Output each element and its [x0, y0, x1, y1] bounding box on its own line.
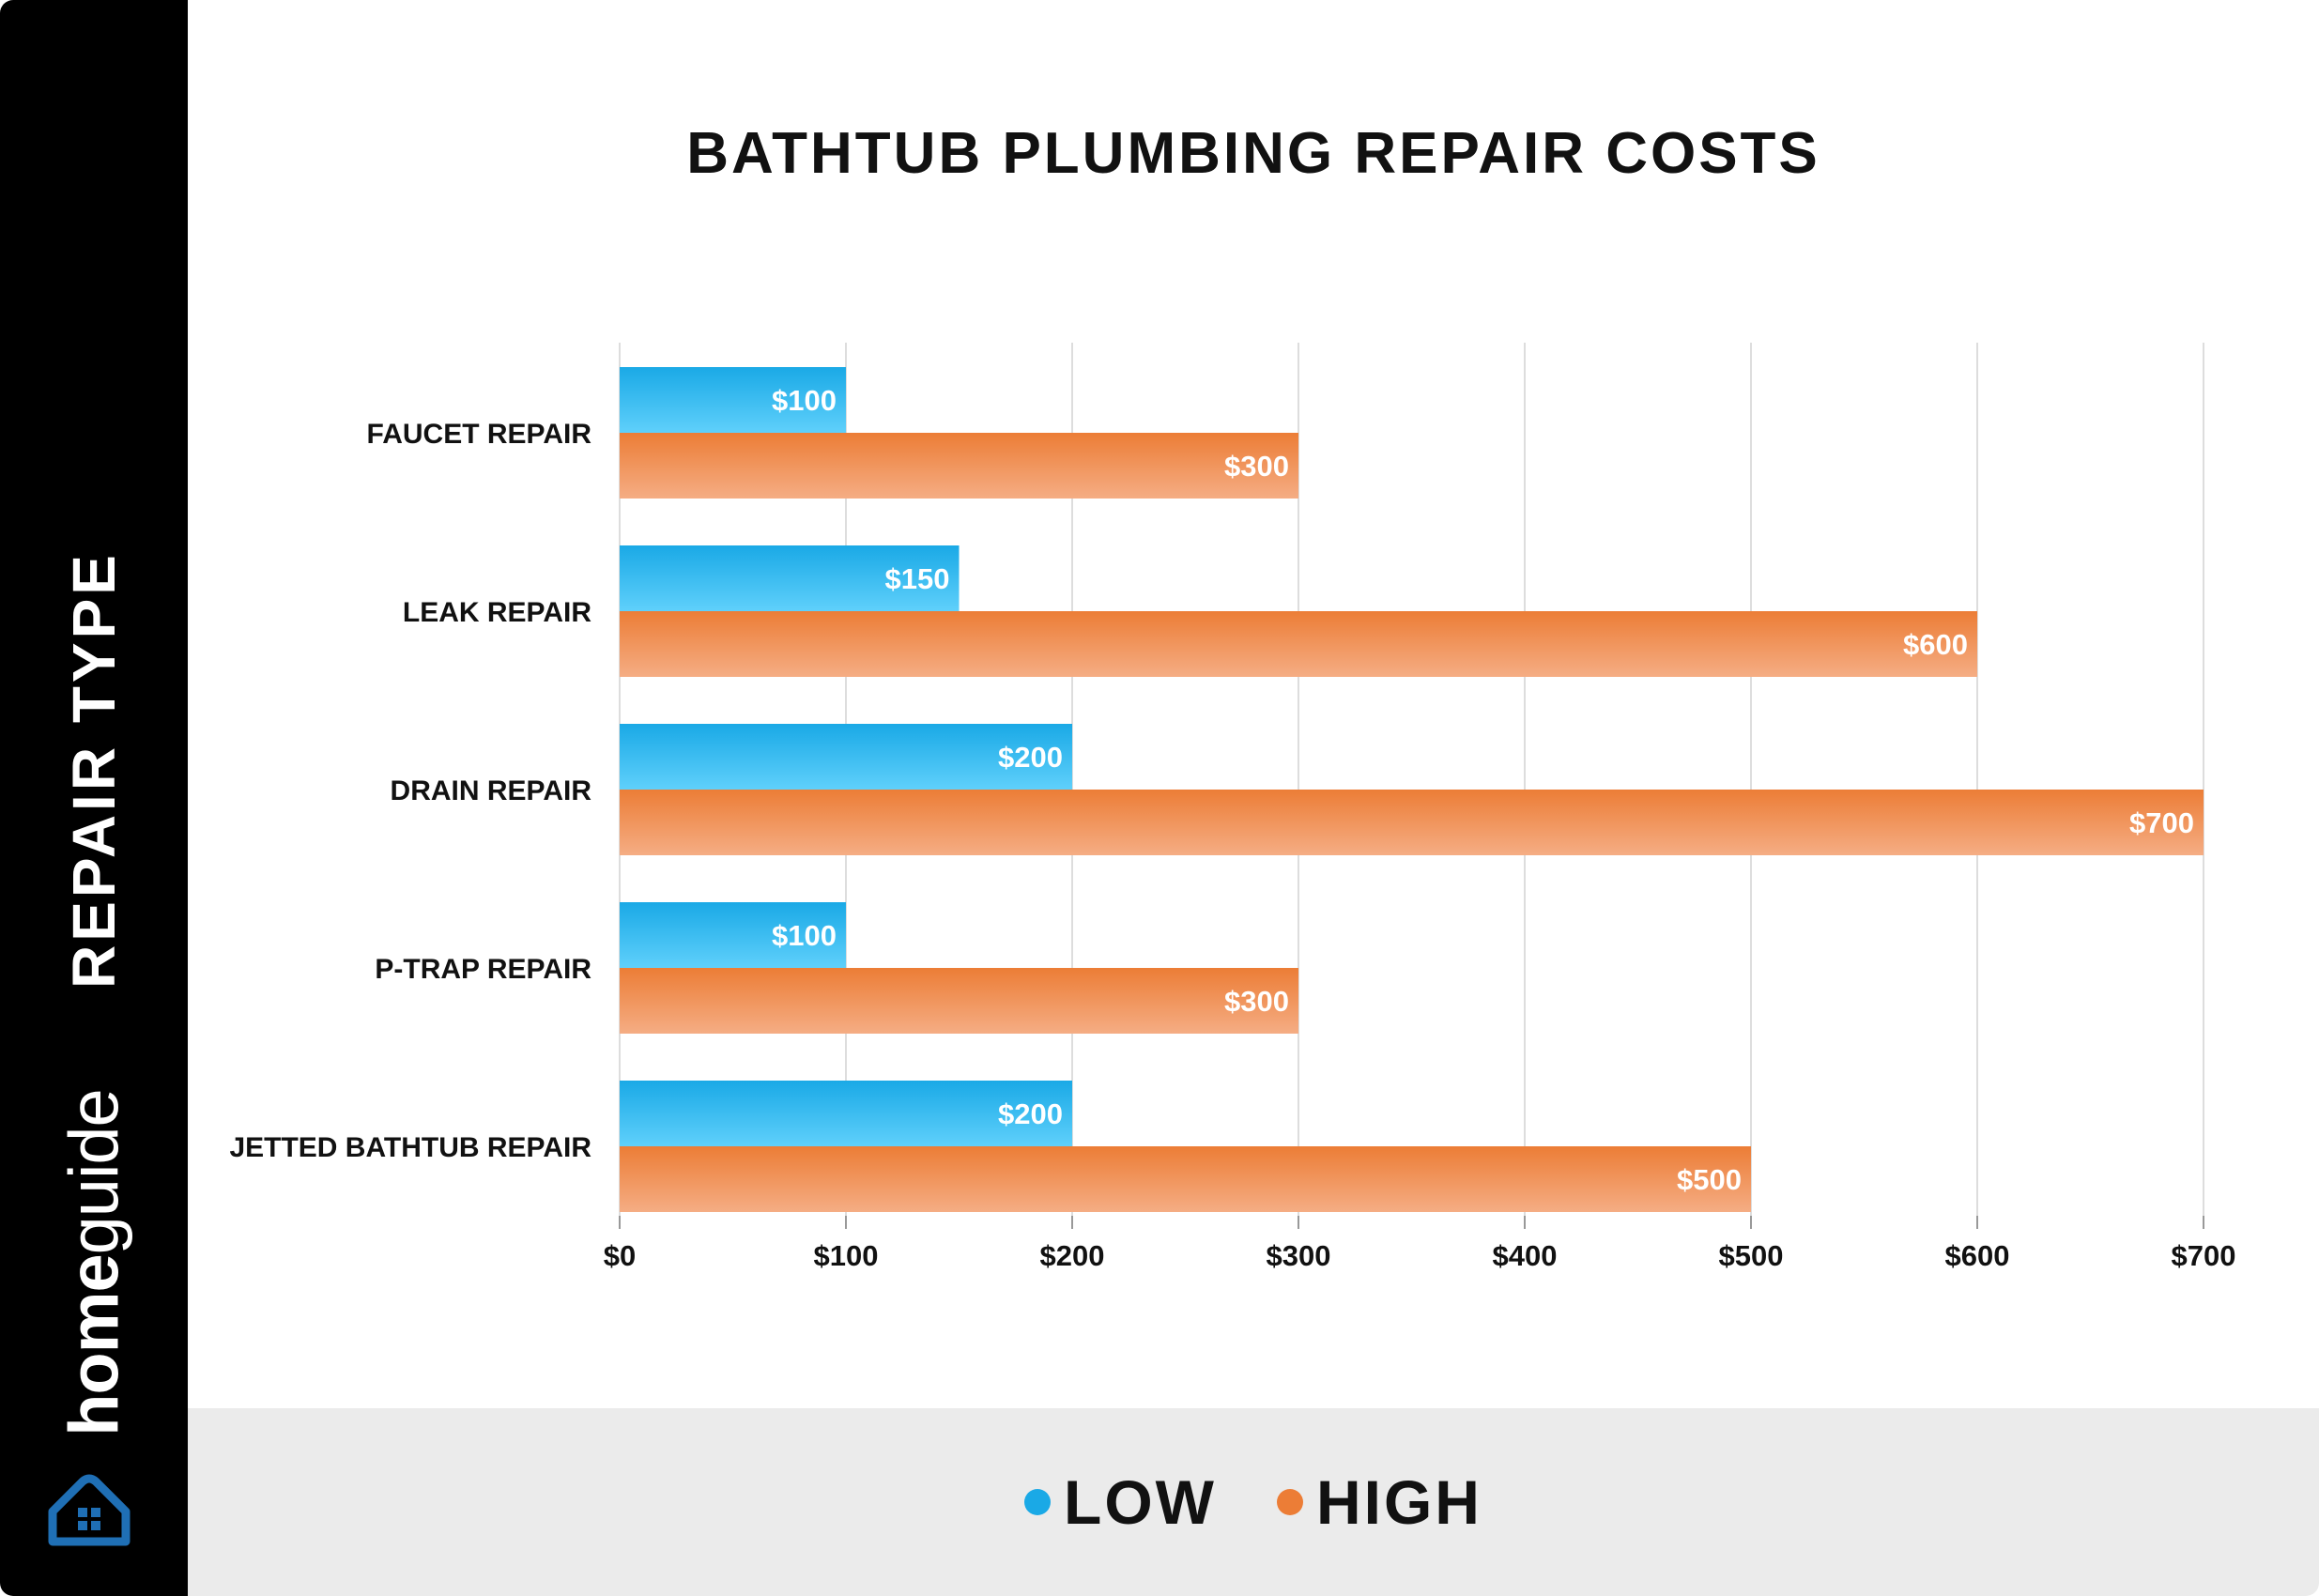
- legend-high-swatch: [1276, 1489, 1303, 1515]
- x-tick-label: $700: [2172, 1239, 2236, 1272]
- bar-high: [620, 790, 2204, 855]
- x-tick-label: $100: [814, 1239, 879, 1272]
- labels: $0 $100 $200 $300 $400 $500 $600 $700 FAUCET REP…: [229, 384, 2235, 1272]
- legend-high-label: HIGH: [1315, 1467, 1482, 1537]
- bar-high: [620, 433, 1298, 499]
- bar-low: [620, 367, 846, 433]
- chart-title: BATHTUB PLUMBING REPAIR COSTS: [686, 121, 1820, 186]
- sidebar: REPAIR TYPE homeguide: [0, 0, 188, 1596]
- legend-low-swatch: [1024, 1489, 1052, 1515]
- category-label: FAUCET REPAIR: [367, 419, 592, 450]
- data-label: $150: [885, 562, 950, 595]
- category-label: P-TRAP REPAIR: [375, 954, 591, 985]
- legend-item-low: LOW: [1024, 1466, 1217, 1538]
- bar-high: [620, 968, 1298, 1034]
- category-label: DRAIN REPAIR: [391, 775, 592, 806]
- legend-low-label: LOW: [1064, 1467, 1217, 1537]
- data-label: $100: [772, 919, 837, 952]
- bar-low: [620, 1081, 1072, 1146]
- house-icon: [48, 1474, 131, 1546]
- legend: LOW HIGH: [188, 1408, 2319, 1596]
- bar-low: [620, 902, 846, 968]
- data-label: $200: [998, 1097, 1063, 1130]
- data-label: $300: [1224, 985, 1289, 1018]
- x-tick-label: $0: [604, 1239, 636, 1272]
- x-tick-label: $500: [1719, 1239, 1784, 1272]
- data-label: $100: [772, 384, 837, 417]
- category-label: JETTED BATHTUB REPAIR: [229, 1132, 591, 1163]
- data-label: $600: [1903, 628, 1968, 661]
- bars: [620, 367, 2204, 1212]
- x-tick-label: $300: [1267, 1239, 1331, 1272]
- bar-chart: $0 $100 $200 $300 $400 $500 $600 $700 FAUCET REP…: [229, 343, 2235, 1272]
- data-label: $200: [998, 741, 1063, 774]
- data-label: $300: [1224, 450, 1289, 483]
- bar-high: [620, 611, 1977, 677]
- bar-high: [620, 1146, 1751, 1212]
- x-tick-label: $200: [1040, 1239, 1105, 1272]
- x-tick-label: $600: [1945, 1239, 2010, 1272]
- category-label: LEAK REPAIR: [403, 597, 591, 628]
- bar-low: [620, 545, 960, 611]
- x-tick-label: $400: [1493, 1239, 1558, 1272]
- legend-item-high: HIGH: [1276, 1466, 1482, 1538]
- data-label: $700: [2129, 806, 2194, 839]
- bar-low: [620, 724, 1072, 790]
- data-label: $500: [1677, 1163, 1742, 1196]
